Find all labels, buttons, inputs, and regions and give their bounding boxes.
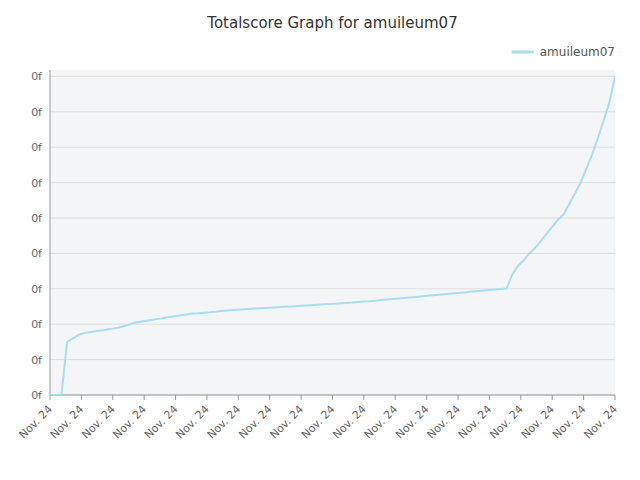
grid-line	[50, 182, 615, 183]
x-tick	[206, 395, 207, 400]
grid-line	[50, 359, 615, 360]
grid-line	[50, 324, 615, 325]
x-axis-line	[50, 395, 615, 396]
x-tick	[332, 395, 333, 400]
x-tick-label: Nov. 24	[487, 403, 526, 442]
x-tick	[269, 395, 270, 400]
x-tick-label: Nov. 24	[519, 403, 558, 442]
grid-line	[50, 76, 615, 77]
x-tick-label: Nov. 24	[299, 403, 338, 442]
x-tick-label: Nov. 24	[550, 403, 589, 442]
x-tick	[175, 395, 176, 400]
x-tick-label: Nov. 24	[142, 403, 181, 442]
x-tick-label: Nov. 24	[456, 403, 495, 442]
y-tick-label: 0f	[31, 106, 43, 119]
grid-line	[50, 217, 615, 218]
x-tick	[50, 395, 51, 400]
x-tick-label: Nov. 24	[393, 403, 432, 442]
x-tick	[615, 395, 616, 400]
x-tick	[489, 395, 490, 400]
y-axis-line	[50, 70, 51, 395]
x-tick	[583, 395, 584, 400]
x-tick	[112, 395, 113, 400]
x-tick	[301, 395, 302, 400]
x-tick	[520, 395, 521, 400]
y-tick-label: 0f	[31, 283, 43, 296]
legend-label: amuileum07	[540, 45, 615, 59]
x-tick	[552, 395, 553, 400]
x-tick-label: Nov. 24	[48, 403, 87, 442]
grid-line	[50, 147, 615, 148]
plot-area	[50, 70, 615, 395]
y-tick-label: 0f	[31, 247, 43, 260]
background	[0, 0, 640, 480]
x-tick	[363, 395, 364, 400]
x-tick-label: Nov. 24	[205, 403, 244, 442]
series-group	[50, 76, 615, 395]
y-tick-label: 0f	[31, 212, 43, 225]
x-tick-label: Nov. 24	[330, 403, 369, 442]
grid-line	[50, 288, 615, 289]
x-tick-label: Nov. 24	[267, 403, 306, 442]
x-tick-label: Nov. 24	[79, 403, 118, 442]
x-tick	[81, 395, 82, 400]
x-tick-label: Nov. 24	[173, 403, 212, 442]
grid-line	[50, 111, 615, 112]
y-tick-label: 0f	[31, 389, 43, 402]
grid-line	[50, 395, 615, 396]
legend-swatch	[512, 51, 534, 54]
x-tick-label: Nov. 24	[581, 403, 620, 442]
line	[50, 76, 615, 395]
x-tick-label: Nov. 24	[111, 403, 150, 442]
y-tick-label: 0f	[31, 354, 43, 367]
x-tick	[458, 395, 459, 400]
title: Totalscore Graph for amuileum07	[206, 14, 457, 32]
x-tick-label: Nov. 24	[16, 403, 55, 442]
y-tick-label: 0f	[31, 70, 43, 83]
x-tick	[426, 395, 427, 400]
x-tick-label: Nov. 24	[362, 403, 401, 442]
y-tick-label: 0f	[31, 177, 43, 190]
x-tick	[238, 395, 239, 400]
x-tick	[144, 395, 145, 400]
x-tick	[395, 395, 396, 400]
y-tick-label: 0f	[31, 318, 43, 331]
x-tick-label: Nov. 24	[236, 403, 275, 442]
y-tick-label: 0f	[31, 141, 43, 154]
x-tick-label: Nov. 24	[424, 403, 463, 442]
